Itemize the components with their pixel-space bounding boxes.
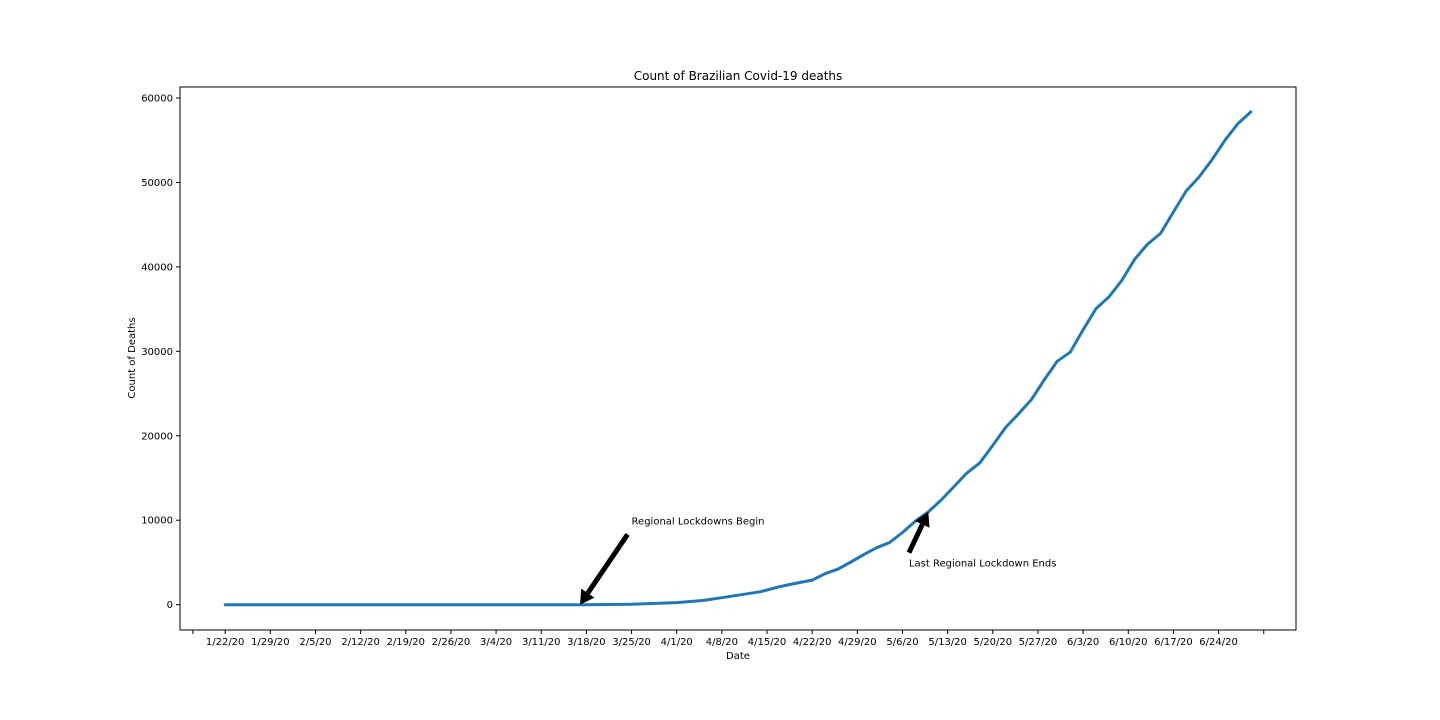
annotation-text-1: Last Regional Lockdown Ends [909, 559, 1057, 570]
x-tick-label: 3/18/20 [567, 637, 606, 648]
annotation-arrow-head-0 [580, 588, 595, 605]
annotation-text-0: Regional Lockdowns Begin [632, 516, 765, 527]
chart-title: Count of Brazilian Covid-19 deaths [634, 69, 843, 83]
x-tick-label: 3/11/20 [522, 637, 561, 648]
y-tick-label: 20000 [141, 431, 173, 442]
x-tick-label: 5/27/20 [1019, 637, 1058, 648]
x-tick-label: 4/8/20 [706, 637, 738, 648]
x-tick-label: 4/15/20 [748, 637, 787, 648]
y-tick-label: 50000 [141, 178, 173, 189]
x-tick-label: 5/13/20 [928, 637, 967, 648]
y-axis-label: Count of Deaths [127, 317, 138, 398]
x-tick-label: 1/22/20 [206, 637, 245, 648]
series-line-0 [223, 110, 1253, 607]
x-axis: 1/22/20 1/29/20 2/5/20 2/12/20 2/19/20 2/26/2… [192, 630, 1265, 648]
annotation-arrow-head-1 [915, 511, 930, 528]
x-tick-label: 6/17/20 [1154, 637, 1193, 648]
x-tick-label: 3/4/20 [480, 637, 512, 648]
x-tick-label: 4/1/20 [661, 637, 693, 648]
x-tick-label: 2/5/20 [299, 637, 331, 648]
series-layer [223, 110, 1253, 607]
x-tick-label: 2/26/20 [432, 637, 471, 648]
y-tick-label: 60000 [141, 93, 173, 104]
x-tick-label: 4/29/20 [838, 637, 877, 648]
x-axis-label: Date [726, 651, 750, 662]
x-tick-label: 2/12/20 [341, 637, 380, 648]
annotation-arrow-shaft-0 [585, 533, 630, 595]
y-tick-label: 10000 [141, 516, 173, 527]
y-tick-label: 30000 [141, 347, 173, 358]
x-tick-label: 1/29/20 [251, 637, 290, 648]
annotation-layer: Regional Lockdowns Begin Last Regional Lo… [580, 511, 1057, 605]
y-axis: 0 10000 20000 30000 40000 50000 60000 [141, 93, 180, 611]
x-tick-label: 5/20/20 [974, 637, 1013, 648]
x-tick-label: 6/3/20 [1067, 637, 1099, 648]
x-tick-label: 5/6/20 [886, 637, 918, 648]
annotation-arrow-shaft-1 [906, 523, 925, 554]
plot-area [179, 86, 1297, 631]
x-tick-label: 2/19/20 [386, 637, 425, 648]
x-tick-label: 4/22/20 [793, 637, 832, 648]
y-tick-label: 40000 [141, 262, 173, 273]
y-tick-label: 0 [167, 600, 173, 611]
x-tick-label: 3/25/20 [612, 637, 651, 648]
x-tick-label: 6/10/20 [1109, 637, 1148, 648]
x-tick-label: 6/24/20 [1199, 637, 1238, 648]
